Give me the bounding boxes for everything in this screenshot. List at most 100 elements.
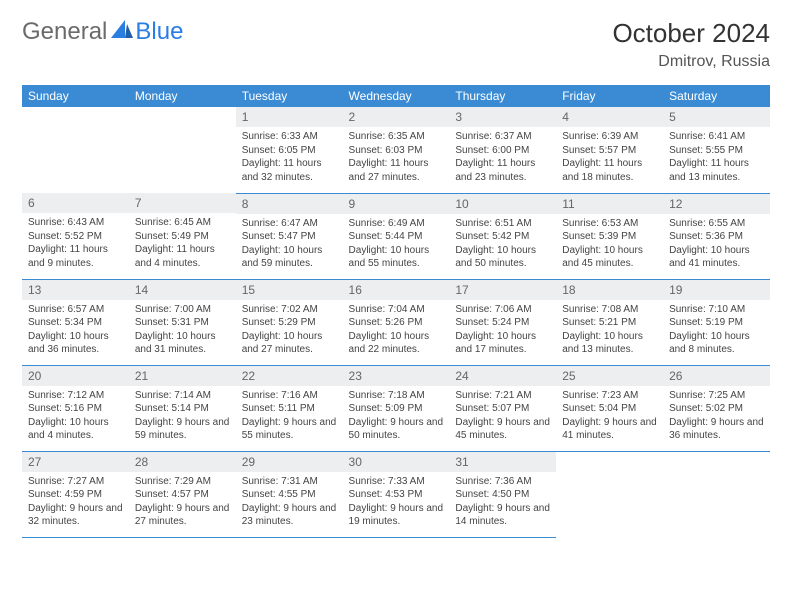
sunset-text: Sunset: 5:29 PM [242,316,337,330]
sunset-text: Sunset: 6:03 PM [349,144,444,158]
calendar-table: Sunday Monday Tuesday Wednesday Thursday… [22,85,770,538]
sunset-text: Sunset: 5:31 PM [135,316,230,330]
calendar-day-cell: 12Sunrise: 6:55 AMSunset: 5:36 PMDayligh… [663,193,770,279]
sunrise-text: Sunrise: 7:04 AM [349,303,444,317]
weekday-header: Wednesday [343,85,450,107]
day-number: 3 [449,107,556,127]
calendar-day-cell: .. [22,107,129,193]
calendar-day-cell: 8Sunrise: 6:47 AMSunset: 5:47 PMDaylight… [236,193,343,279]
day-number: 25 [556,366,663,386]
daylight-text: Daylight: 11 hours and 18 minutes. [562,157,657,184]
sunset-text: Sunset: 5:26 PM [349,316,444,330]
day-number: 7 [129,193,236,213]
logo-text-general: General [22,18,107,46]
sunrise-text: Sunrise: 6:51 AM [455,217,550,231]
calendar-day-cell: 4Sunrise: 6:39 AMSunset: 5:57 PMDaylight… [556,107,663,193]
daylight-text: Daylight: 9 hours and 45 minutes. [455,416,550,443]
sunset-text: Sunset: 5:57 PM [562,144,657,158]
daylight-text: Daylight: 10 hours and 17 minutes. [455,330,550,357]
sunrise-text: Sunrise: 7:36 AM [455,475,550,489]
sunrise-text: Sunrise: 7:25 AM [669,389,764,403]
sunrise-text: Sunrise: 7:00 AM [135,303,230,317]
weekday-header: Friday [556,85,663,107]
sunset-text: Sunset: 5:44 PM [349,230,444,244]
sunrise-text: Sunrise: 6:45 AM [135,216,230,230]
sunrise-text: Sunrise: 6:41 AM [669,130,764,144]
sunrise-text: Sunrise: 7:06 AM [455,303,550,317]
sunset-text: Sunset: 5:42 PM [455,230,550,244]
sunrise-text: Sunrise: 7:12 AM [28,389,123,403]
calendar-day-cell: 5Sunrise: 6:41 AMSunset: 5:55 PMDaylight… [663,107,770,193]
calendar-day-cell: 10Sunrise: 6:51 AMSunset: 5:42 PMDayligh… [449,193,556,279]
calendar-day-cell: 11Sunrise: 6:53 AMSunset: 5:39 PMDayligh… [556,193,663,279]
calendar-day-cell: 13Sunrise: 6:57 AMSunset: 5:34 PMDayligh… [22,279,129,365]
daylight-text: Daylight: 10 hours and 4 minutes. [28,416,123,443]
sunset-text: Sunset: 5:55 PM [669,144,764,158]
day-details: Sunrise: 7:27 AMSunset: 4:59 PMDaylight:… [22,472,129,533]
sunrise-text: Sunrise: 6:55 AM [669,217,764,231]
daylight-text: Daylight: 10 hours and 45 minutes. [562,244,657,271]
day-number: 15 [236,280,343,300]
calendar-day-cell: 14Sunrise: 7:00 AMSunset: 5:31 PMDayligh… [129,279,236,365]
day-details: Sunrise: 6:41 AMSunset: 5:55 PMDaylight:… [663,127,770,188]
calendar-day-cell: 17Sunrise: 7:06 AMSunset: 5:24 PMDayligh… [449,279,556,365]
sunrise-text: Sunrise: 6:57 AM [28,303,123,317]
sunset-text: Sunset: 5:39 PM [562,230,657,244]
calendar-day-cell: 24Sunrise: 7:21 AMSunset: 5:07 PMDayligh… [449,365,556,451]
calendar-day-cell: .. [129,107,236,193]
sunset-text: Sunset: 5:19 PM [669,316,764,330]
day-details: Sunrise: 6:43 AMSunset: 5:52 PMDaylight:… [22,213,129,274]
month-title: October 2024 [612,18,770,49]
calendar-day-cell: 19Sunrise: 7:10 AMSunset: 5:19 PMDayligh… [663,279,770,365]
day-details: Sunrise: 7:29 AMSunset: 4:57 PMDaylight:… [129,472,236,533]
day-number: 21 [129,366,236,386]
calendar-day-cell: 29Sunrise: 7:31 AMSunset: 4:55 PMDayligh… [236,451,343,537]
daylight-text: Daylight: 10 hours and 36 minutes. [28,330,123,357]
day-details: Sunrise: 7:06 AMSunset: 5:24 PMDaylight:… [449,300,556,361]
day-details: Sunrise: 6:45 AMSunset: 5:49 PMDaylight:… [129,213,236,274]
day-details: Sunrise: 7:31 AMSunset: 4:55 PMDaylight:… [236,472,343,533]
day-number: 4 [556,107,663,127]
sunrise-text: Sunrise: 6:33 AM [242,130,337,144]
day-number: 16 [343,280,450,300]
daylight-text: Daylight: 11 hours and 32 minutes. [242,157,337,184]
sunset-text: Sunset: 5:16 PM [28,402,123,416]
sunset-text: Sunset: 4:50 PM [455,488,550,502]
sunset-text: Sunset: 6:05 PM [242,144,337,158]
sunrise-text: Sunrise: 7:29 AM [135,475,230,489]
calendar-day-cell: 30Sunrise: 7:33 AMSunset: 4:53 PMDayligh… [343,451,450,537]
daylight-text: Daylight: 10 hours and 50 minutes. [455,244,550,271]
day-number: 17 [449,280,556,300]
daylight-text: Daylight: 10 hours and 13 minutes. [562,330,657,357]
daylight-text: Daylight: 11 hours and 23 minutes. [455,157,550,184]
sunset-text: Sunset: 5:47 PM [242,230,337,244]
calendar-day-cell: 18Sunrise: 7:08 AMSunset: 5:21 PMDayligh… [556,279,663,365]
day-details: Sunrise: 7:14 AMSunset: 5:14 PMDaylight:… [129,386,236,447]
sunrise-text: Sunrise: 6:47 AM [242,217,337,231]
day-details: Sunrise: 7:04 AMSunset: 5:26 PMDaylight:… [343,300,450,361]
daylight-text: Daylight: 10 hours and 8 minutes. [669,330,764,357]
day-details: Sunrise: 7:10 AMSunset: 5:19 PMDaylight:… [663,300,770,361]
calendar-day-cell: .. [663,451,770,537]
title-block: October 2024 Dmitrov, Russia [612,18,770,71]
daylight-text: Daylight: 10 hours and 59 minutes. [242,244,337,271]
calendar-day-cell: 16Sunrise: 7:04 AMSunset: 5:26 PMDayligh… [343,279,450,365]
day-details: Sunrise: 7:02 AMSunset: 5:29 PMDaylight:… [236,300,343,361]
sunset-text: Sunset: 5:21 PM [562,316,657,330]
daylight-text: Daylight: 11 hours and 27 minutes. [349,157,444,184]
day-details: Sunrise: 7:16 AMSunset: 5:11 PMDaylight:… [236,386,343,447]
sunset-text: Sunset: 4:59 PM [28,488,123,502]
day-details: Sunrise: 7:12 AMSunset: 5:16 PMDaylight:… [22,386,129,447]
day-details: Sunrise: 6:39 AMSunset: 5:57 PMDaylight:… [556,127,663,188]
sunset-text: Sunset: 5:49 PM [135,230,230,244]
calendar-day-cell: 7Sunrise: 6:45 AMSunset: 5:49 PMDaylight… [129,193,236,279]
daylight-text: Daylight: 9 hours and 23 minutes. [242,502,337,529]
sunrise-text: Sunrise: 7:27 AM [28,475,123,489]
sunrise-text: Sunrise: 7:23 AM [562,389,657,403]
calendar-day-cell: 22Sunrise: 7:16 AMSunset: 5:11 PMDayligh… [236,365,343,451]
day-details: Sunrise: 7:36 AMSunset: 4:50 PMDaylight:… [449,472,556,533]
sunrise-text: Sunrise: 7:16 AM [242,389,337,403]
day-number: 14 [129,280,236,300]
sunrise-text: Sunrise: 7:08 AM [562,303,657,317]
daylight-text: Daylight: 10 hours and 41 minutes. [669,244,764,271]
